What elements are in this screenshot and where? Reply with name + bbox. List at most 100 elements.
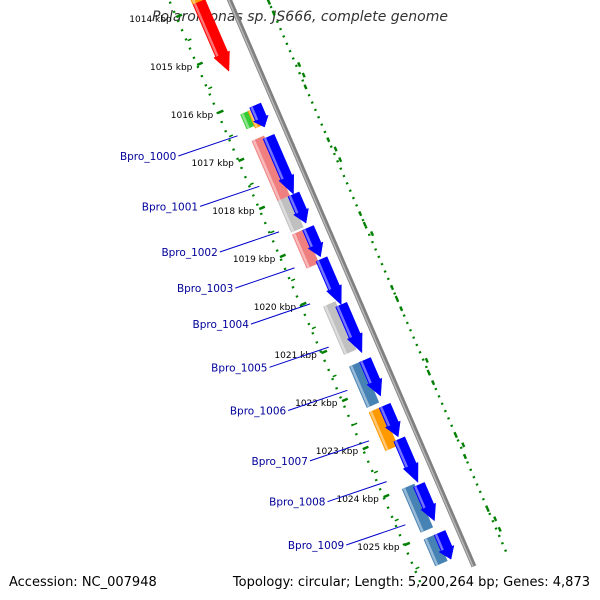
gene-label-leader	[288, 389, 348, 411]
gene-label-leader	[178, 135, 238, 157]
accession-text: Accession: NC_007948	[9, 575, 157, 590]
gene-label-leader	[219, 231, 280, 253]
axis-tick	[196, 61, 204, 67]
axis-tick	[362, 445, 369, 451]
gc-skew-mark	[461, 442, 466, 448]
gene-feature-highlight	[414, 485, 426, 509]
axis-minor-tick	[249, 182, 254, 186]
gene-feature	[378, 402, 401, 438]
gene-label: Bpro_1005	[211, 362, 267, 374]
gc-skew-mark	[453, 432, 458, 439]
gene-feature-highlight	[252, 139, 281, 201]
gene-label-leader	[269, 346, 329, 368]
axis-minor-tick	[332, 374, 337, 378]
gc-skew-mark	[271, 10, 276, 16]
axis-minor-tick	[228, 134, 234, 138]
axis-tick	[403, 541, 411, 547]
gc-skew-mark	[431, 380, 436, 386]
gene-label: Bpro_1008	[269, 497, 325, 509]
gene-feature-highlight	[379, 406, 391, 427]
axis-minor-tick	[394, 518, 399, 522]
gene-label-leader	[346, 524, 406, 546]
axis-tick	[217, 109, 224, 115]
gene-label: Bpro_1002	[161, 247, 217, 259]
gene-feature	[190, 0, 230, 72]
axis-minor-tick	[353, 422, 358, 426]
gene-label: Bpro_1004	[193, 319, 250, 331]
axis-tick-label: 1025 kbp	[357, 543, 400, 553]
axis-tick	[238, 157, 245, 163]
gene-feature-highlight	[292, 233, 310, 268]
gene-feature	[401, 483, 434, 533]
gc-skew-mark	[497, 526, 502, 533]
gc-skew-mark	[399, 306, 404, 312]
axis-tick-label: 1014 kbp	[129, 15, 172, 25]
gene-feature-highlight	[434, 533, 444, 551]
gc-skew-mark	[266, 0, 272, 6]
map-title: Polaromonas sp. JS666, complete genome	[152, 9, 448, 25]
gene-feature-highlight	[394, 440, 409, 468]
gene-feature-highlight	[336, 305, 353, 339]
axis-tick-label: 1022 kbp	[295, 399, 338, 409]
gene-feature-highlight	[316, 260, 332, 291]
gene-feature-highlight	[424, 538, 439, 566]
axis-tick	[341, 397, 349, 403]
gene-feature-highlight	[248, 110, 259, 128]
gene-feature-highlight	[191, 0, 219, 57]
axis-tick-label: 1020 kbp	[254, 303, 297, 313]
gene-feature-highlight	[250, 106, 259, 121]
gene-feature	[348, 361, 380, 408]
gene-label: Bpro_1009	[288, 540, 344, 552]
axis-minor-tick	[290, 278, 296, 282]
gene-feature-highlight	[263, 137, 284, 180]
gene-label: Bpro_1001	[142, 201, 198, 213]
gene-label-leader	[327, 481, 387, 503]
gene-feature-highlight	[241, 113, 250, 129]
gene-label-leader	[250, 303, 311, 325]
gene-feature-highlight	[278, 199, 295, 232]
axis-tick	[383, 493, 390, 499]
axis-tick-label: 1023 kbp	[316, 447, 359, 457]
gene-label: Bpro_1007	[252, 456, 308, 468]
gc-skew-mark	[424, 357, 429, 363]
genome-backbone	[226, 0, 477, 568]
gc-skew-mark	[426, 369, 431, 375]
gene-feature-highlight	[324, 305, 348, 355]
gene-feature-highlight	[303, 228, 313, 248]
gene-label: Bpro_1003	[177, 283, 233, 295]
gene-feature	[287, 191, 309, 224]
gc-skew-mark	[333, 146, 338, 152]
gene-label-leader	[235, 267, 295, 289]
axis-tick-label: 1017 kbp	[191, 159, 234, 169]
axis-tick	[258, 205, 266, 211]
gc-skew-mark	[326, 137, 331, 143]
axis-tick	[175, 13, 183, 19]
gene-label: Bpro_1000	[120, 151, 176, 163]
genome-summary-text: Topology: circular; Length: 5,200,264 bp…	[232, 575, 590, 590]
gc-skew-mark	[493, 516, 498, 522]
gene-feature	[302, 225, 324, 258]
gc-skew-mark	[362, 221, 367, 227]
gc-skew-mark	[297, 61, 302, 68]
axis-minor-tick	[373, 470, 379, 474]
gene-feature-highlight	[349, 365, 370, 408]
gene-feature	[433, 530, 455, 560]
genome-backbone-highlight	[227, 0, 474, 567]
axis-tick	[279, 253, 287, 259]
gene-feature	[323, 301, 357, 356]
axis-tick-label: 1019 kbp	[233, 255, 276, 265]
gene-label-leader	[199, 185, 260, 207]
gc-skew-mark	[358, 211, 363, 217]
axis-tick-label: 1015 kbp	[150, 63, 193, 73]
gene-feature	[277, 195, 304, 233]
axis-minor-tick	[270, 230, 275, 234]
gc-skew-mark	[370, 230, 375, 237]
gc-skew-mark	[390, 284, 395, 291]
gene-feature-highlight	[288, 195, 299, 214]
gene-feature	[423, 534, 448, 567]
axis-tick-label: 1021 kbp	[274, 351, 317, 361]
gc-skew-mark	[394, 295, 399, 301]
axis-tick-label: 1024 kbp	[336, 495, 379, 505]
axis-tick-label: 1016 kbp	[171, 111, 214, 121]
